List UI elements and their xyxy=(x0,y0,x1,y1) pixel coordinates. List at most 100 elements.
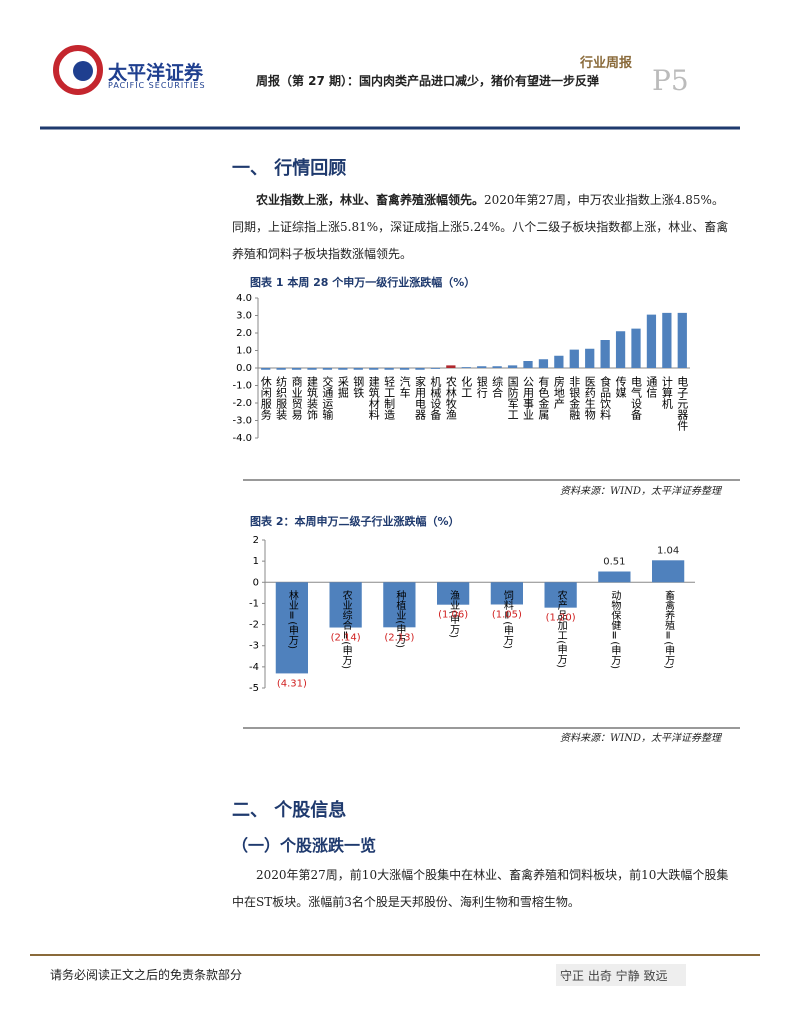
x-tick-label: 渔业(申万) xyxy=(448,590,460,638)
y-tick-label: -4 xyxy=(249,662,259,673)
bar xyxy=(554,355,564,368)
subsection-title: （一）个股涨跌一览 xyxy=(232,836,377,855)
value-label: (1.05) xyxy=(492,609,522,620)
paragraph: 农业指数上涨，林业、畜禽养殖涨幅领先。2020年第27周，申万农业指数上涨4.8… xyxy=(232,187,732,268)
bar xyxy=(437,582,470,605)
bar xyxy=(399,368,410,370)
bar xyxy=(538,359,549,368)
x-tick-label: 建筑材料 xyxy=(367,375,380,421)
bar xyxy=(615,331,626,368)
x-tick-label: 食品饮料 xyxy=(599,375,612,421)
x-tick-label: 传媒 xyxy=(614,376,627,399)
y-tick-label: 0.0 xyxy=(236,363,252,374)
bar xyxy=(430,368,441,369)
bar xyxy=(490,582,523,605)
x-tick-label: 农产品加工(申万) xyxy=(555,589,567,668)
x-tick-label: 综合 xyxy=(491,375,504,398)
bar xyxy=(646,314,657,368)
bar xyxy=(600,340,610,368)
x-tick-label: 公用事业 xyxy=(522,376,535,420)
company-en: PACIFIC SECURITIES xyxy=(108,81,206,90)
report-type: 行业周报 xyxy=(580,56,633,71)
x-tick-label: 电子元器件 xyxy=(676,376,689,432)
motto: 守正 出奇 宁静 致远 xyxy=(560,969,668,983)
bar xyxy=(261,368,271,370)
x-tick-label: 农业综合Ⅱ(申万) xyxy=(340,589,352,669)
figure-source: 资料来源：WIND，太平洋证券整理 xyxy=(560,733,721,744)
x-tick-label: 商业贸易 xyxy=(290,375,303,421)
x-tick-label: 纺织服装 xyxy=(275,375,288,421)
x-tick-label: 钢铁 xyxy=(352,376,365,398)
bar xyxy=(307,368,317,370)
x-tick-label: 林业Ⅱ(申万) xyxy=(286,589,298,649)
figure-title: 图表 1 本周 28 个申万一级行业涨跌幅（%） xyxy=(250,276,476,289)
bar xyxy=(446,365,456,368)
value-label: 1.04 xyxy=(657,545,679,556)
section-title: 二、 个股信息 xyxy=(232,800,347,821)
x-tick-label: 化工 xyxy=(460,375,473,398)
y-tick-label: -1 xyxy=(249,598,259,609)
x-tick-label: 采掘 xyxy=(336,376,349,399)
bar xyxy=(353,368,363,370)
x-tick-label: 农林牧渔 xyxy=(444,375,457,421)
x-tick-label: 非银金融 xyxy=(568,376,581,421)
figure-title: 图表 2：本周申万二级子行业涨跌幅（%） xyxy=(250,515,460,528)
logo-ring xyxy=(53,45,103,95)
bar xyxy=(291,368,302,370)
y-tick-label: 2 xyxy=(253,535,259,546)
value-label: (4.31) xyxy=(277,678,307,689)
y-tick-label: -3.0 xyxy=(232,416,252,427)
x-tick-label: 通信 xyxy=(645,376,658,399)
paragraph: 2020年第27周，前10大涨幅个股集中在林业、畜禽养殖和饲料板块，前10大跌幅… xyxy=(232,868,729,909)
bar xyxy=(322,368,333,370)
y-tick-label: 1 xyxy=(253,556,259,567)
y-tick-label: 0 xyxy=(253,577,259,588)
y-tick-label: 3.0 xyxy=(236,311,252,322)
bar xyxy=(276,368,286,370)
value-label: (2.13) xyxy=(384,632,414,643)
y-tick-label: 4.0 xyxy=(236,293,252,304)
logo-core xyxy=(73,61,93,81)
bar xyxy=(523,361,533,368)
x-tick-label: 动物保健Ⅱ(申万) xyxy=(609,590,621,669)
bar xyxy=(477,366,487,368)
bar xyxy=(652,560,685,583)
x-tick-label: 房地产 xyxy=(552,376,565,410)
x-tick-label: 建筑装饰 xyxy=(306,375,319,420)
bar xyxy=(585,348,595,368)
x-tick-label: 电气设备 xyxy=(630,376,643,421)
bar xyxy=(677,312,687,368)
x-tick-label: 家用电器 xyxy=(414,375,427,421)
lead: 农业指数上涨，林业、畜禽养殖涨幅领先。 xyxy=(256,193,485,207)
bar xyxy=(662,312,672,368)
bar xyxy=(492,366,502,368)
value-label: (2.14) xyxy=(331,633,361,644)
x-tick-label: 轻工制造 xyxy=(383,375,396,420)
bar xyxy=(369,368,379,370)
x-tick-label: 国防军工 xyxy=(506,376,519,420)
bar xyxy=(631,328,641,368)
bar xyxy=(544,582,577,608)
x-tick-label: 饲料Ⅱ(申万) xyxy=(501,589,513,649)
motto-box xyxy=(556,964,686,986)
y-tick-label: -2 xyxy=(249,620,259,631)
report-title: 周报（第 27 期）：国内肉类产品进口减少，猪价有望进一步反弹 xyxy=(256,74,600,88)
bar xyxy=(569,349,579,368)
x-tick-label: 机械设备 xyxy=(429,375,442,421)
x-tick-label: 交通运输 xyxy=(321,375,334,421)
bar xyxy=(461,367,471,368)
x-tick-label: 汽车 xyxy=(398,375,411,399)
x-tick-label: 医药生物 xyxy=(583,376,596,420)
company: 太平洋证券 xyxy=(108,62,204,84)
x-tick-label: 畜禽养殖Ⅱ(申万) xyxy=(663,589,675,669)
bar xyxy=(384,368,394,370)
y-tick-label: -3 xyxy=(249,641,259,652)
bar xyxy=(415,368,425,370)
value-label: (1.06) xyxy=(438,610,468,621)
x-tick-label: 有色金属 xyxy=(537,375,550,421)
bar xyxy=(338,368,348,370)
bar xyxy=(507,365,518,368)
x-tick-label: 种植业(申万) xyxy=(394,589,406,648)
